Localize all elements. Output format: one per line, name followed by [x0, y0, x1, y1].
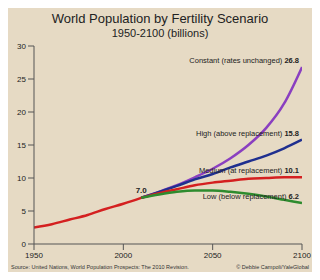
svg-text:10: 10: [17, 174, 26, 183]
svg-text:Medium (at replacement) 10.1: Medium (at replacement) 10.1: [199, 166, 299, 175]
html-text:© Debbie Campoli/YaleGlobal: © Debbie Campoli/YaleGlobal: [236, 264, 309, 270]
svg-text:2000: 2000: [114, 251, 132, 260]
svg-text:High (above replacement) 15.8: High (above replacement) 15.8: [196, 129, 299, 138]
svg-text:5: 5: [22, 207, 27, 216]
svg-text:30: 30: [17, 42, 26, 51]
svg-text:15: 15: [17, 141, 26, 150]
svg-text:2050: 2050: [204, 251, 222, 260]
svg-text:7.0: 7.0: [136, 186, 148, 195]
svg-text:Constant (rates unchanged) 26.: Constant (rates unchanged) 26.8: [189, 56, 299, 65]
svg-text:2100: 2100: [293, 251, 311, 260]
html-text:1950-2100 (billions): 1950-2100 (billions): [111, 27, 209, 39]
html-text:Source: United Nations, World: Source: United Nations, World Population…: [11, 264, 189, 270]
html-text:World Population by Fertility: World Population by Fertility Scenario: [51, 11, 269, 26]
svg-text:Low (below replacement) 6.2: Low (below replacement) 6.2: [203, 192, 299, 201]
svg-text:25: 25: [17, 75, 26, 84]
svg-text:0: 0: [22, 240, 27, 249]
svg-text:20: 20: [17, 108, 26, 117]
svg-text:1950: 1950: [25, 251, 43, 260]
